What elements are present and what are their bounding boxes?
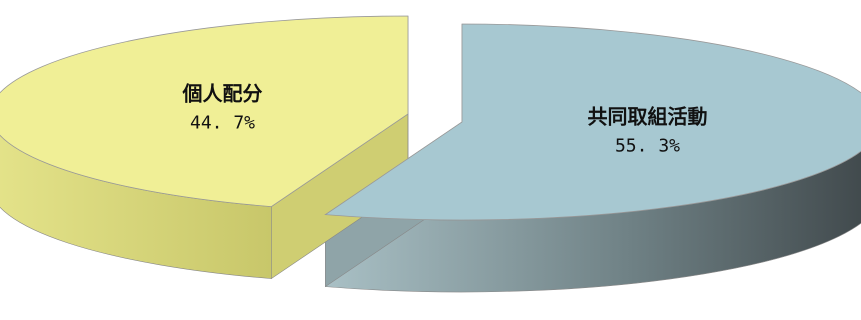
pie-slice-1 — [0, 15, 409, 208]
slice-label-1: 個人配分 — [182, 82, 263, 106]
slice-value-label-1: 44. 7% — [190, 113, 255, 134]
slice-label-0: 共同取組活動 — [587, 104, 707, 128]
pie-slice-0 — [324, 23, 861, 221]
slice-value-label-0: 55. 3% — [615, 135, 680, 156]
